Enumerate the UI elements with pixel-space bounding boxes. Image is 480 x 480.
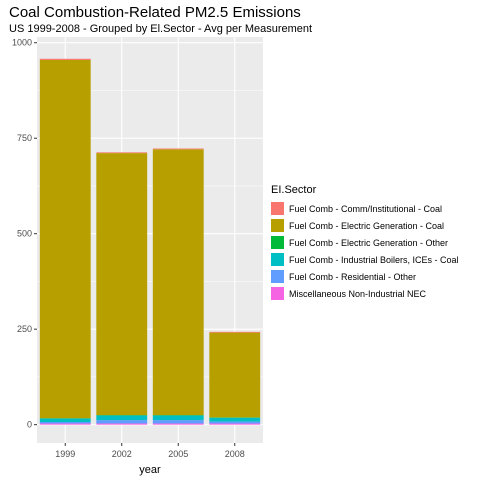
legend-swatch — [271, 253, 284, 266]
bar-segment — [39, 421, 91, 424]
legend-label: Miscellaneous Non-Industrial NEC — [289, 288, 427, 299]
legend-item: Fuel Comb - Electric Generation - Coal — [271, 217, 459, 234]
x-tick-label: 2008 — [225, 449, 245, 459]
bar-segment — [209, 331, 261, 333]
legend: EI.Sector Fuel Comb - Comm/Institutional… — [271, 184, 459, 302]
bar-segment — [209, 421, 261, 424]
bar-segment — [39, 58, 91, 60]
bar-segment — [152, 148, 204, 150]
legend-label: Fuel Comb - Comm/Institutional - Coal — [289, 203, 443, 214]
bar-segment — [96, 420, 148, 424]
bar-segment — [39, 59, 91, 419]
legend-item: Miscellaneous Non-Industrial NEC — [271, 285, 459, 302]
y-tick-label: 500 — [17, 229, 32, 239]
y-tick-label: 750 — [17, 133, 32, 143]
x-tick-label: 1999 — [55, 449, 75, 459]
legend-label: Fuel Comb - Residential - Other — [289, 271, 417, 282]
bar-segment — [96, 152, 148, 154]
x-tick-label: 2002 — [112, 449, 132, 459]
legend-item: Fuel Comb - Industrial Boilers, ICEs - C… — [271, 251, 459, 268]
legend-swatch — [271, 202, 284, 215]
bar-segment — [152, 149, 204, 416]
y-tick-label: 250 — [17, 324, 32, 334]
legend-swatch — [271, 287, 284, 300]
legend-swatch — [271, 219, 284, 232]
legend-item: Fuel Comb - Residential - Other — [271, 268, 459, 285]
y-tick-label: 0 — [27, 420, 32, 430]
legend-label: Fuel Comb - Electric Generation - Coal — [289, 220, 445, 231]
x-axis-title: year — [139, 464, 161, 476]
legend-swatch — [271, 236, 284, 249]
bar-segment — [96, 153, 148, 416]
chart-title: Coal Combustion-Related PM2.5 Emissions — [9, 4, 301, 21]
legend-label: Fuel Comb - Electric Generation - Other — [289, 237, 449, 248]
bar-segment — [96, 423, 148, 425]
bar-segment — [152, 420, 204, 424]
bar-segment — [152, 415, 204, 421]
bar-segment — [39, 418, 91, 422]
legend-label: Fuel Comb - Industrial Boilers, ICEs - C… — [289, 254, 459, 265]
bar-segment — [39, 423, 91, 425]
y-tick-label: 1000 — [12, 38, 32, 48]
chart-subtitle: US 1999-2008 - Grouped by El.Sector - Av… — [9, 23, 313, 35]
bar-segment — [209, 423, 261, 425]
legend-item: Fuel Comb - Comm/Institutional - Coal — [271, 200, 459, 217]
bar-segment — [209, 417, 261, 422]
bar-segment — [152, 423, 204, 425]
legend-title: EI.Sector — [271, 184, 317, 196]
legend-item: Fuel Comb - Electric Generation - Other — [271, 234, 459, 251]
legend-swatch — [271, 270, 284, 283]
bar-segment — [96, 415, 148, 421]
x-tick-label: 2005 — [168, 449, 188, 459]
bar-segment — [209, 332, 261, 418]
